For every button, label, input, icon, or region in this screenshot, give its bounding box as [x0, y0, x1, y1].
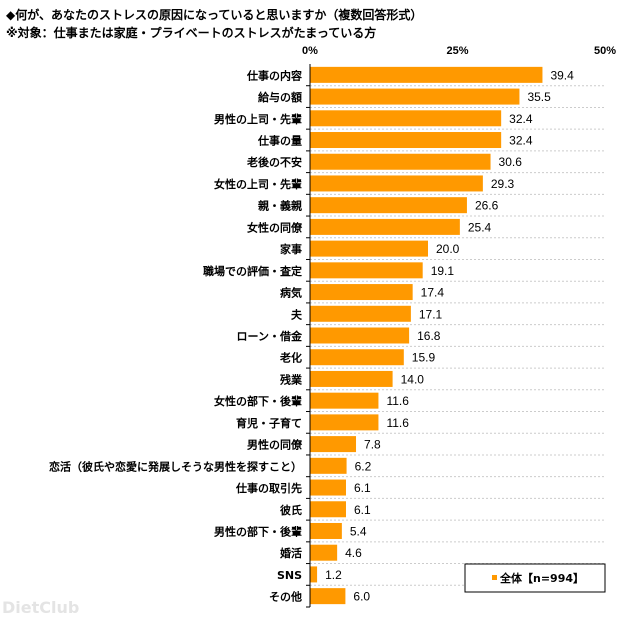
- data-label: 32.4: [509, 134, 533, 148]
- data-label: 11.6: [386, 394, 409, 408]
- data-label: 39.4: [550, 68, 574, 82]
- category-label: 夫: [291, 307, 303, 321]
- bar: [310, 349, 404, 366]
- data-label: 1.2: [325, 568, 342, 582]
- bar: [310, 240, 428, 257]
- x-tick-label: 0%: [302, 45, 318, 57]
- category-label: 女性の部下・後輩: [214, 394, 302, 408]
- data-label: 6.1: [354, 481, 371, 495]
- category-label: その他: [269, 590, 302, 604]
- legend-label: 全体【n=994】: [499, 571, 584, 585]
- category-label: 恋活（彼氏や恋愛に発展しそうな男性を探すこと）: [49, 459, 302, 473]
- bar: [310, 305, 411, 322]
- bar: [310, 566, 318, 583]
- category-label: 給与の額: [258, 90, 302, 104]
- category-label: 職場での評価・査定: [203, 264, 302, 278]
- data-label: 6.1: [354, 503, 371, 517]
- data-label: 6.2: [355, 459, 372, 473]
- bar: [310, 327, 410, 344]
- bar: [310, 522, 342, 539]
- data-label: 14.0: [401, 372, 425, 386]
- data-label: 15.9: [412, 351, 436, 365]
- x-tick-label: 25%: [446, 45, 468, 57]
- data-label: 4.6: [345, 546, 362, 560]
- category-label: 男性の同僚: [247, 438, 303, 452]
- category-label: 男性の部下・後輩: [214, 524, 302, 538]
- category-label: 婚活: [280, 546, 302, 560]
- category-label: 女性の同僚: [247, 220, 303, 234]
- category-label: 育児・子育て: [236, 416, 302, 430]
- bar: [310, 479, 346, 496]
- data-label: 17.1: [419, 307, 443, 321]
- category-label: 残業: [280, 372, 303, 386]
- category-label: SNS: [277, 569, 302, 582]
- bar: [310, 588, 346, 605]
- data-label: 25.4: [468, 220, 492, 234]
- category-label: 老化: [279, 351, 302, 365]
- bar: [310, 66, 543, 83]
- data-label: 7.8: [364, 438, 381, 452]
- chart-subtitle: ※対象：仕事または家庭・プライベートのストレスがたまっている方: [6, 26, 377, 40]
- data-label: 26.6: [475, 199, 499, 213]
- data-label: 6.0: [353, 590, 370, 604]
- bar: [310, 218, 460, 235]
- data-label: 29.3: [491, 177, 515, 191]
- data-label: 11.6: [386, 416, 409, 430]
- bar: [310, 392, 379, 409]
- bar: [310, 284, 413, 301]
- category-label: 彼氏: [280, 503, 302, 517]
- bar: [310, 88, 520, 105]
- data-label: 30.6: [499, 155, 523, 169]
- category-label: 女性の上司・先輩: [214, 177, 302, 191]
- chart-title: ◆何が、あなたのストレスの原因になっていると思いますか（複数回答形式）: [6, 8, 423, 22]
- data-label: 5.4: [350, 524, 367, 538]
- category-label: 親・義親: [258, 199, 302, 213]
- category-label: 仕事の取引先: [235, 481, 302, 495]
- bar: [310, 414, 379, 431]
- bar: [310, 370, 393, 387]
- data-label: 16.8: [417, 329, 441, 343]
- x-tick-label: 50%: [594, 45, 616, 57]
- bar: [310, 544, 338, 561]
- data-label: 17.4: [421, 286, 445, 300]
- bar: [310, 153, 491, 170]
- legend: [464, 563, 606, 593]
- category-label: ローン・借金: [237, 329, 303, 343]
- category-label: 男性の上司・先輩: [214, 112, 302, 126]
- bar: [310, 197, 467, 214]
- category-label: 仕事の内容: [246, 68, 302, 82]
- bar: [310, 132, 502, 149]
- bar: [310, 436, 357, 453]
- category-label: 家事: [280, 242, 302, 256]
- bar: [310, 457, 347, 474]
- bar: [310, 175, 483, 192]
- data-label: 20.0: [436, 242, 460, 256]
- bar: [310, 501, 346, 518]
- watermark: DietClub: [2, 598, 80, 617]
- data-label: 19.1: [431, 264, 455, 278]
- bar: [310, 262, 423, 279]
- category-label: 病気: [280, 286, 302, 300]
- bar: [310, 110, 502, 127]
- category-label: 老後の不安: [246, 155, 302, 169]
- legend-swatch: [492, 575, 497, 580]
- category-label: 仕事の量: [257, 134, 302, 148]
- data-label: 32.4: [509, 112, 533, 126]
- data-label: 35.5: [527, 90, 551, 104]
